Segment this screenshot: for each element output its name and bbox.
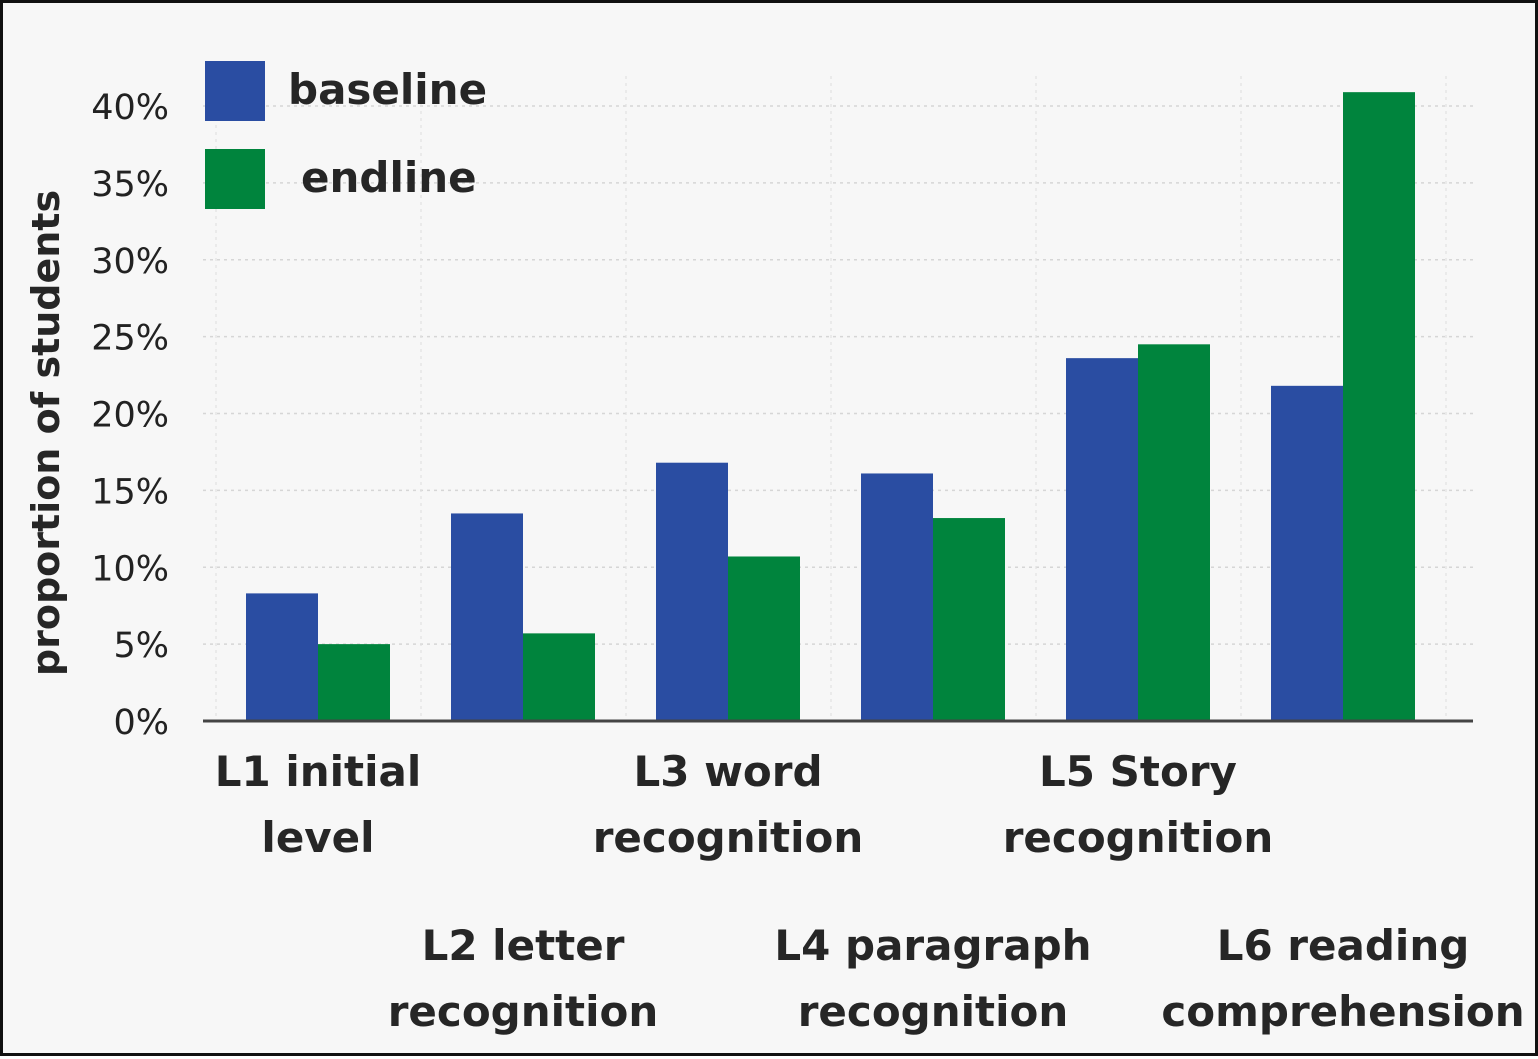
y-tick-label: 30% (91, 242, 169, 282)
bar-endline-2 (523, 633, 595, 721)
x-category-label: L2 letter (422, 921, 625, 970)
bar-endline-6 (1343, 92, 1415, 722)
legend-swatch-baseline (205, 61, 265, 121)
x-category-label: recognition (1003, 813, 1274, 862)
y-tick-label: 5% (113, 626, 169, 666)
y-axis-label: proportion of students (24, 190, 68, 676)
bar-baseline-6 (1271, 385, 1343, 721)
bar-baseline-1 (246, 593, 318, 721)
y-tick-label: 0% (113, 703, 169, 743)
bar-endline-4 (933, 518, 1005, 721)
bar-baseline-4 (861, 473, 933, 721)
x-category-label: level (261, 813, 374, 862)
bar-baseline-5 (1066, 358, 1138, 721)
x-category-label: L1 initial (215, 747, 422, 796)
y-tick-label: 20% (91, 396, 169, 436)
x-category-label: recognition (798, 987, 1069, 1036)
legend-swatch-endline (205, 149, 265, 209)
bar-endline-1 (318, 644, 390, 721)
x-axis-category-labels: L1 initial level L2 letter recognition L3 wo… (215, 747, 1525, 1036)
y-tick-label: 10% (91, 549, 169, 589)
x-category-label: L5 Story (1039, 747, 1237, 796)
bars (246, 92, 1415, 722)
legend-label-endline: endline (301, 153, 477, 202)
bar-baseline-2 (451, 513, 523, 721)
x-category-label: L3 word (633, 747, 822, 796)
legend: baseline endline (205, 61, 487, 209)
x-category-label: recognition (388, 987, 659, 1036)
y-tick-label: 35% (91, 165, 169, 205)
bar-chart: 0% 5% 10% 15% 20% 25% 30% 35% 40% L1 initial leve… (24, 61, 1525, 1036)
x-category-label: L4 paragraph (774, 921, 1091, 970)
y-tick-label: 40% (91, 88, 169, 128)
y-tick-label: 25% (91, 319, 169, 359)
bar-endline-5 (1138, 344, 1210, 721)
bar-baseline-3 (656, 462, 728, 721)
legend-label-baseline: baseline (288, 65, 487, 114)
y-axis-ticks: 0% 5% 10% 15% 20% 25% 30% 35% 40% (91, 88, 169, 743)
x-category-label: L6 reading (1217, 921, 1470, 970)
x-category-label: comprehension (1161, 987, 1524, 1036)
bar-endline-3 (728, 556, 800, 721)
y-tick-label: 15% (91, 472, 169, 512)
x-category-label: recognition (593, 813, 864, 862)
